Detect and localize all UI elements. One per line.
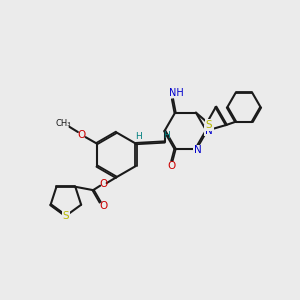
Text: CH₃: CH₃ — [56, 118, 71, 127]
Text: N: N — [205, 126, 213, 136]
Text: O: O — [99, 179, 108, 189]
Text: S: S — [63, 211, 69, 221]
Text: S: S — [206, 120, 212, 130]
Text: O: O — [78, 130, 86, 140]
Text: N: N — [194, 146, 201, 155]
Text: O: O — [168, 161, 176, 171]
Text: H: H — [163, 131, 169, 140]
Text: O: O — [99, 201, 108, 211]
Text: H: H — [135, 132, 142, 141]
Text: NH: NH — [169, 88, 184, 98]
